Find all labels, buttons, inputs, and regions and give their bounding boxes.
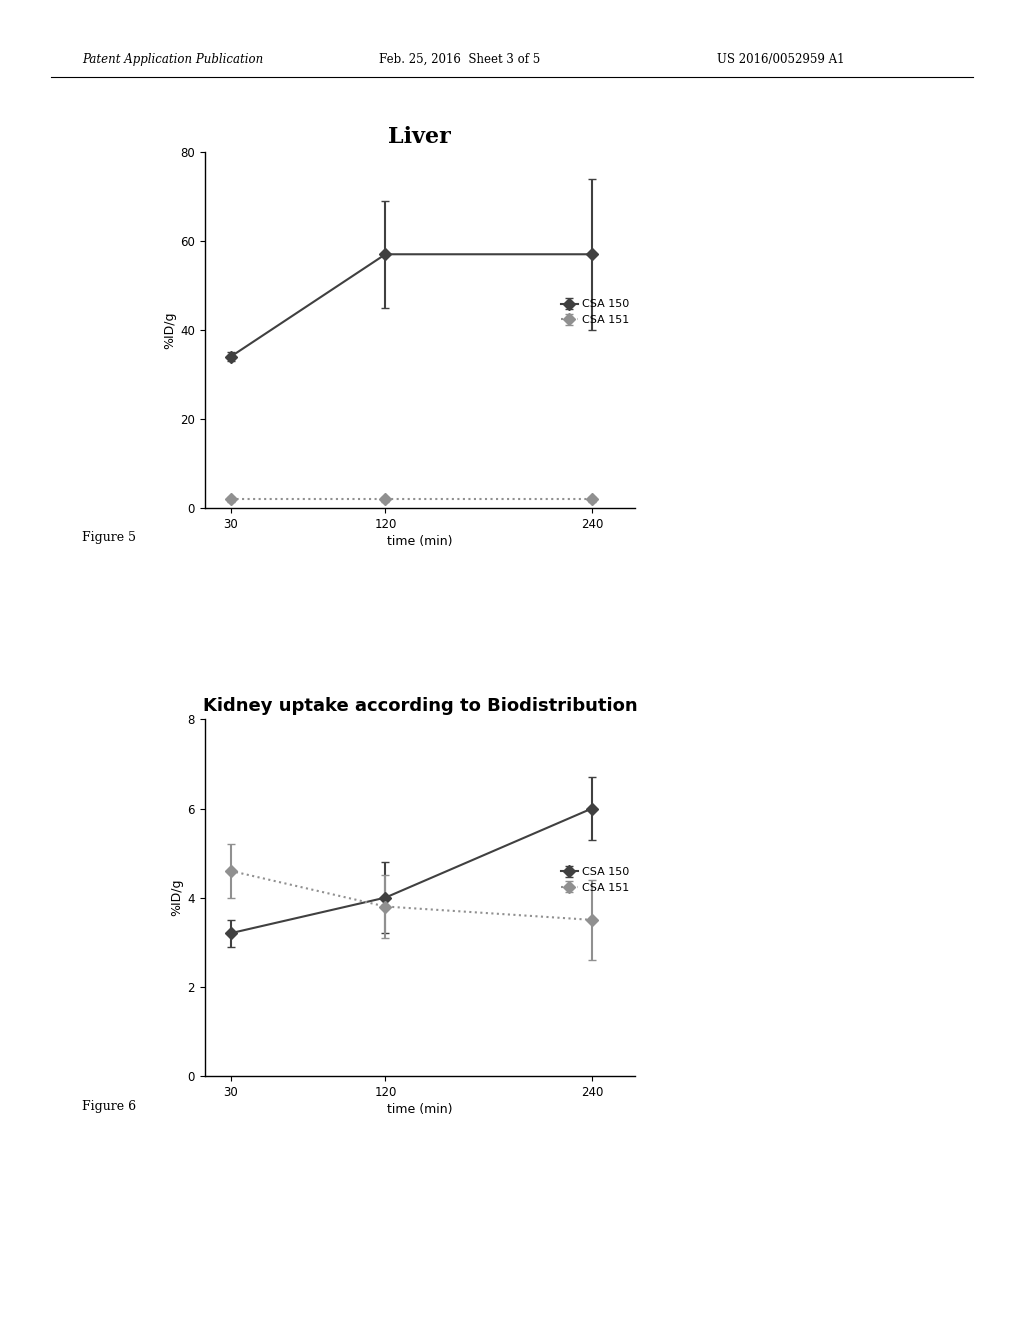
Title: Liver: Liver	[388, 127, 452, 148]
X-axis label: time (min): time (min)	[387, 1102, 453, 1115]
Legend: CSA 150, CSA 151: CSA 150, CSA 151	[556, 862, 634, 898]
Text: US 2016/0052959 A1: US 2016/0052959 A1	[717, 53, 845, 66]
Y-axis label: %ID/g: %ID/g	[170, 879, 183, 916]
Text: Patent Application Publication: Patent Application Publication	[82, 53, 263, 66]
Legend: CSA 150, CSA 151: CSA 150, CSA 151	[556, 294, 634, 330]
Text: Figure 5: Figure 5	[82, 531, 136, 544]
Title: Kidney uptake according to Biodistribution: Kidney uptake according to Biodistributi…	[203, 697, 637, 715]
Text: Feb. 25, 2016  Sheet 3 of 5: Feb. 25, 2016 Sheet 3 of 5	[379, 53, 540, 66]
Y-axis label: %ID/g: %ID/g	[163, 312, 176, 348]
Text: Figure 6: Figure 6	[82, 1100, 136, 1113]
X-axis label: time (min): time (min)	[387, 535, 453, 548]
